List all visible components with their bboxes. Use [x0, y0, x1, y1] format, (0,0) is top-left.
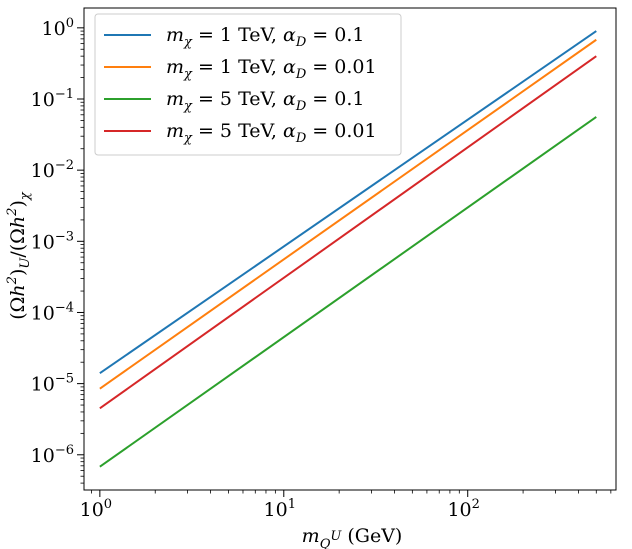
- y-tick-label: 10−4: [31, 300, 74, 324]
- series-line-2: [99, 38, 597, 390]
- y-axis-label: (Ωh2)U/(Ωh2)χ: [5, 191, 33, 320]
- y-tick-label: 10−6: [31, 443, 74, 467]
- x-tick-label: 101: [264, 497, 296, 521]
- legend-label-1: mχ = 1 TeV, αD = 0.1: [166, 24, 364, 50]
- axis-ticks: 100 101 102 10−6 10−5 10−4 10−3 10−2 10−1 100: [31, 16, 612, 521]
- legend-label-4: mχ = 5 TeV, αD = 0.01: [166, 120, 377, 146]
- y-tick-label: 10−3: [31, 229, 74, 253]
- axes-frame: [83, 7, 617, 491]
- series-line-4: [99, 55, 597, 410]
- x-tick-label: 100: [80, 497, 112, 521]
- legend-label-3: mχ = 5 TeV, αD = 0.1: [166, 88, 364, 114]
- series-line-3: [99, 116, 597, 468]
- legend-label-2: mχ = 1 TeV, αD = 0.01: [166, 56, 377, 82]
- plot-area: [99, 30, 597, 468]
- series-line-1: [99, 30, 597, 375]
- y-tick-label: 10−5: [31, 372, 74, 396]
- legend: mχ = 1 TeV, αD = 0.1 mχ = 1 TeV, αD = 0.0…: [94, 13, 402, 156]
- x-axis-label: mQU (GeV): [302, 525, 403, 549]
- legend-box: [94, 13, 402, 156]
- x-tick-label: 102: [447, 497, 479, 521]
- y-tick-label: 10−1: [31, 87, 74, 111]
- y-tick-label: 100: [42, 16, 74, 40]
- y-tick-label: 10−2: [31, 158, 74, 182]
